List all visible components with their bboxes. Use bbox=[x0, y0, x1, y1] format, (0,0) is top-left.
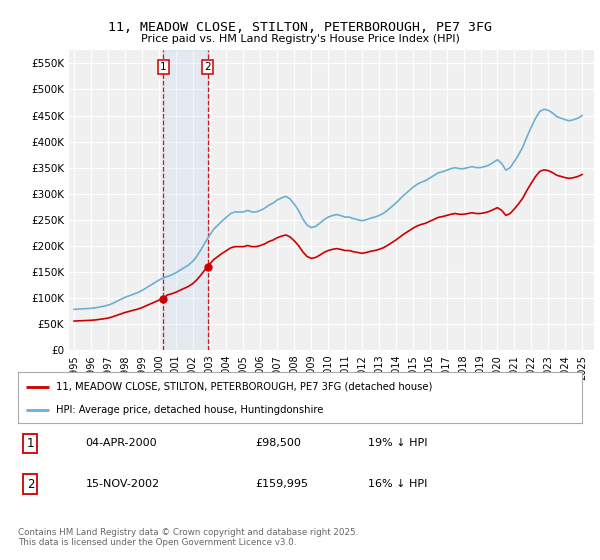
Text: £159,995: £159,995 bbox=[255, 479, 308, 489]
Text: 11, MEADOW CLOSE, STILTON, PETERBOROUGH, PE7 3FG: 11, MEADOW CLOSE, STILTON, PETERBOROUGH,… bbox=[108, 21, 492, 34]
Text: 2: 2 bbox=[26, 478, 34, 491]
Text: 1: 1 bbox=[26, 437, 34, 450]
Text: 04-APR-2000: 04-APR-2000 bbox=[86, 438, 157, 449]
Text: 2: 2 bbox=[204, 62, 211, 72]
Text: Contains HM Land Registry data © Crown copyright and database right 2025.
This d: Contains HM Land Registry data © Crown c… bbox=[18, 528, 358, 547]
Text: 15-NOV-2002: 15-NOV-2002 bbox=[86, 479, 160, 489]
Text: £98,500: £98,500 bbox=[255, 438, 301, 449]
Text: 11, MEADOW CLOSE, STILTON, PETERBOROUGH, PE7 3FG (detached house): 11, MEADOW CLOSE, STILTON, PETERBOROUGH,… bbox=[56, 381, 433, 391]
Text: 19% ↓ HPI: 19% ↓ HPI bbox=[368, 438, 427, 449]
Text: 16% ↓ HPI: 16% ↓ HPI bbox=[368, 479, 427, 489]
Bar bbox=[163, 50, 208, 350]
Text: Price paid vs. HM Land Registry's House Price Index (HPI): Price paid vs. HM Land Registry's House … bbox=[140, 34, 460, 44]
Text: 1: 1 bbox=[160, 62, 167, 72]
Text: HPI: Average price, detached house, Huntingdonshire: HPI: Average price, detached house, Hunt… bbox=[56, 405, 324, 415]
